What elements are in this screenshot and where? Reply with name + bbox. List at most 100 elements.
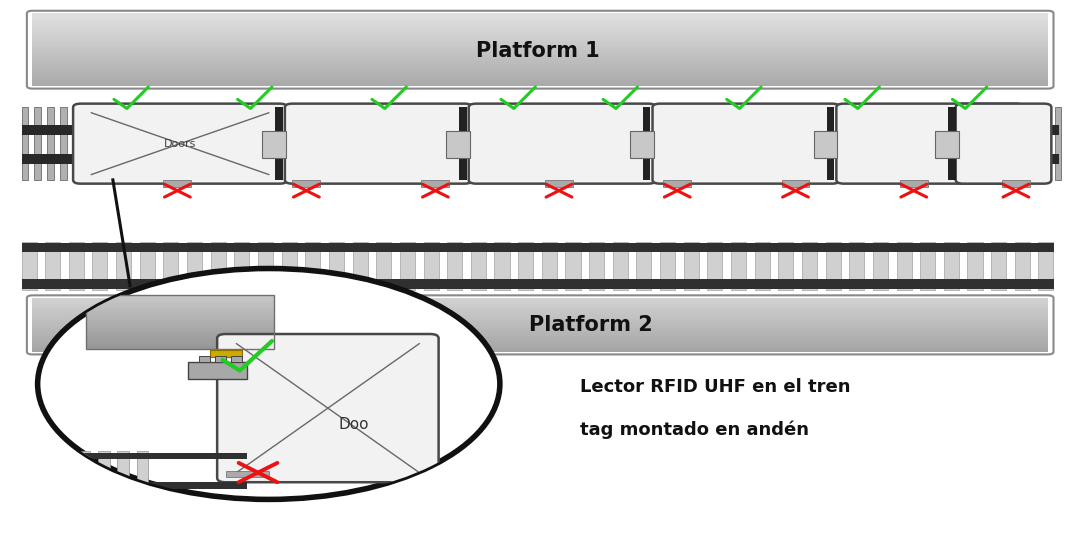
FancyBboxPatch shape	[836, 104, 1023, 184]
Bar	[32, 330, 1048, 332]
Bar	[731, 242, 746, 290]
Bar	[968, 242, 983, 290]
Bar	[226, 471, 269, 477]
Bar	[210, 350, 242, 357]
Bar	[897, 242, 912, 290]
Bar	[78, 451, 90, 497]
FancyBboxPatch shape	[469, 104, 656, 184]
Bar	[421, 180, 449, 187]
Bar	[545, 180, 573, 187]
FancyBboxPatch shape	[653, 104, 840, 184]
Bar	[86, 295, 274, 349]
Bar	[32, 321, 1048, 323]
Bar	[32, 320, 1048, 321]
Bar	[1016, 125, 1059, 135]
Bar	[22, 125, 81, 135]
Bar	[613, 242, 628, 290]
Bar	[32, 55, 1048, 57]
Bar	[32, 26, 1048, 28]
Bar	[900, 180, 928, 187]
Bar	[471, 242, 486, 290]
Bar	[86, 346, 274, 349]
FancyBboxPatch shape	[956, 104, 1051, 184]
Bar	[86, 325, 274, 328]
Bar	[22, 243, 1054, 252]
Bar	[1002, 180, 1030, 187]
Bar	[32, 339, 1048, 341]
Bar	[22, 107, 28, 180]
Bar	[630, 130, 654, 158]
Bar	[32, 305, 1048, 307]
Bar	[32, 66, 1048, 68]
Bar	[32, 298, 1048, 300]
Bar	[565, 242, 581, 290]
Bar	[140, 242, 155, 290]
Bar	[199, 356, 210, 362]
Bar	[32, 28, 1048, 30]
Bar	[32, 350, 1048, 352]
Bar	[1029, 107, 1035, 180]
Bar	[163, 242, 178, 290]
Bar	[376, 242, 391, 290]
Bar	[32, 68, 1048, 70]
Circle shape	[38, 268, 500, 499]
Bar	[32, 300, 1048, 302]
Bar	[32, 303, 1048, 305]
Bar	[32, 77, 1048, 79]
Bar	[32, 61, 1048, 62]
Bar	[32, 42, 1048, 44]
Bar	[542, 242, 557, 290]
Bar	[32, 73, 1048, 75]
Bar	[86, 303, 274, 306]
Bar	[826, 242, 841, 290]
Bar	[32, 70, 1048, 71]
Bar	[54, 453, 247, 459]
Bar	[86, 295, 274, 298]
Bar	[32, 24, 1048, 26]
Bar	[935, 130, 959, 158]
Bar	[1042, 107, 1048, 180]
Bar	[47, 107, 54, 180]
Bar	[1055, 107, 1061, 180]
Bar	[305, 242, 320, 290]
Bar	[117, 451, 129, 497]
Bar	[32, 75, 1048, 77]
Bar	[211, 242, 226, 290]
Bar	[86, 322, 274, 325]
Bar	[32, 345, 1048, 346]
Bar	[636, 242, 651, 290]
Text: tag montado en andén: tag montado en andén	[580, 420, 809, 439]
Bar	[920, 242, 935, 290]
Bar	[32, 346, 1048, 348]
Bar	[86, 336, 274, 338]
Bar	[32, 57, 1048, 59]
Bar	[32, 82, 1048, 84]
Bar	[32, 46, 1048, 48]
Bar	[258, 242, 273, 290]
Bar	[32, 313, 1048, 314]
Bar	[163, 180, 191, 187]
Bar	[32, 318, 1048, 320]
Bar	[660, 242, 675, 290]
Bar	[86, 317, 274, 320]
Bar	[991, 242, 1006, 290]
Bar	[400, 242, 415, 290]
Bar	[1016, 107, 1022, 180]
Bar	[32, 337, 1048, 339]
Bar	[60, 107, 67, 180]
Bar	[234, 242, 249, 290]
Bar	[684, 242, 699, 290]
Bar	[59, 451, 71, 497]
Bar	[802, 242, 817, 290]
Text: Doo: Doo	[338, 417, 369, 432]
Bar	[32, 329, 1048, 330]
Bar	[32, 39, 1048, 41]
Bar	[32, 310, 1048, 313]
Bar	[32, 348, 1048, 350]
Bar	[643, 107, 650, 180]
Text: Lector RFID UHF en el tren: Lector RFID UHF en el tren	[580, 378, 851, 396]
Bar	[32, 15, 1048, 17]
Bar	[32, 78, 1048, 81]
Bar	[32, 81, 1048, 82]
Bar	[262, 130, 286, 158]
